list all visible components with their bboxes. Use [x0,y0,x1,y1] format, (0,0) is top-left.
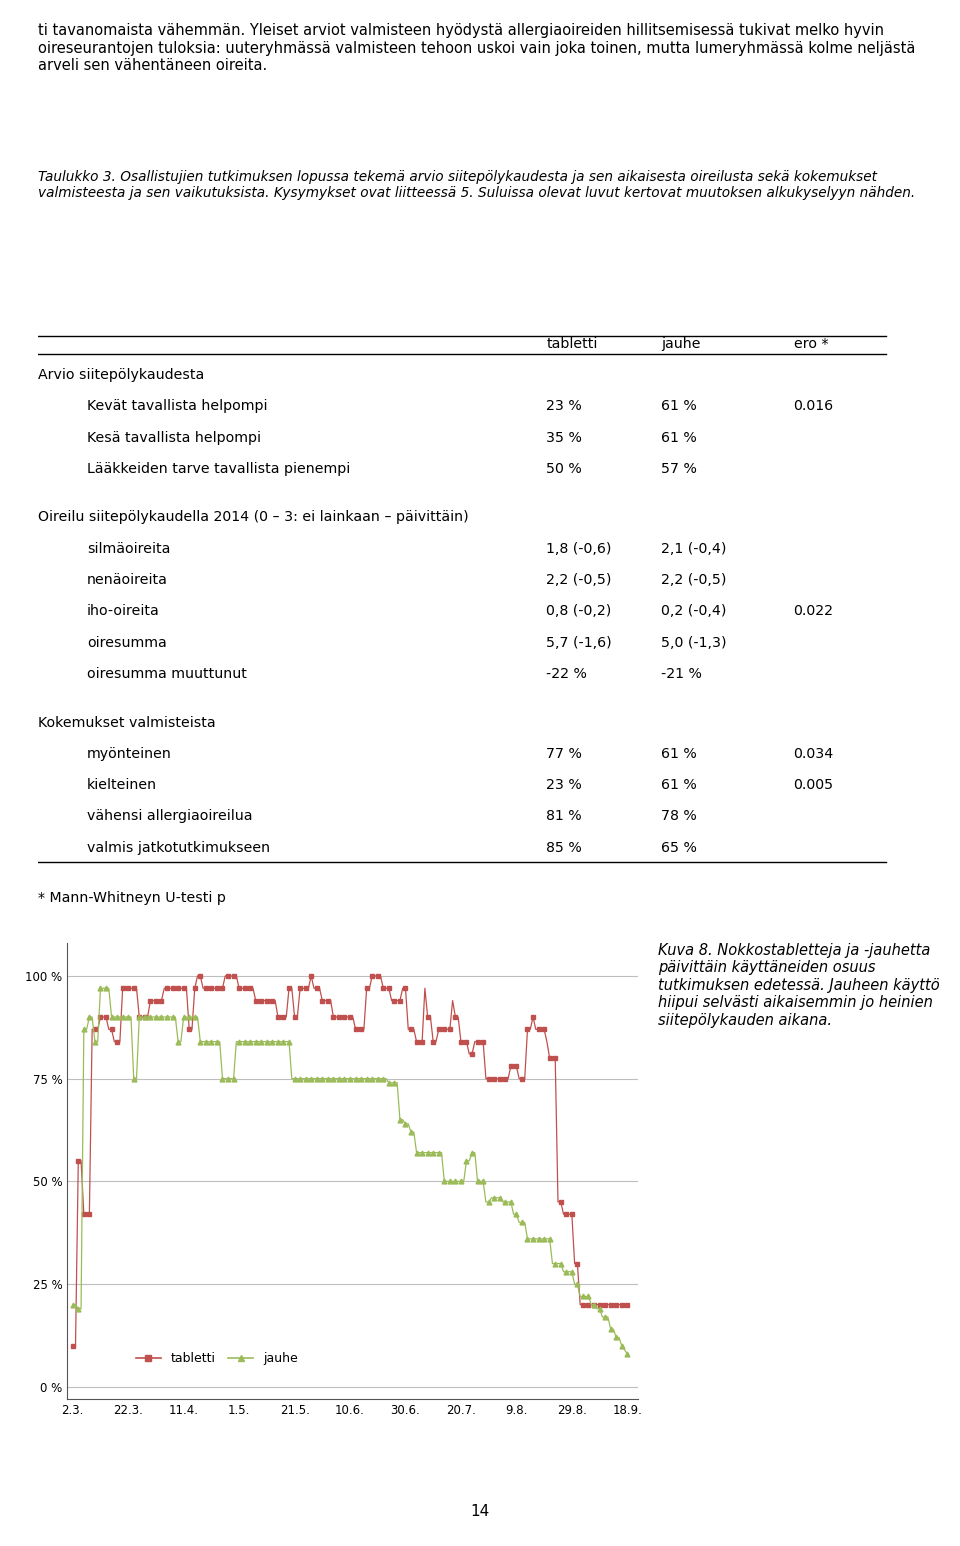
Text: 5,0 (-1,3): 5,0 (-1,3) [661,635,727,649]
Text: Kuva 8. Nokkostabletteja ja -jauhetta päivittäin käyttäneiden osuus tutkimuksen : Kuva 8. Nokkostabletteja ja -jauhetta pä… [658,943,939,1028]
Text: Kesä tavallista helpompi: Kesä tavallista helpompi [87,431,261,445]
Text: nenäoireita: nenäoireita [87,574,168,587]
Text: 61 %: 61 % [661,431,697,445]
Text: 0.022: 0.022 [794,604,833,618]
Text: 0.016: 0.016 [794,399,833,413]
Text: 0.034: 0.034 [794,747,834,761]
Text: -22 %: -22 % [546,666,588,682]
Text: 61 %: 61 % [661,399,697,413]
Text: oiresumma: oiresumma [87,635,167,649]
Text: 1,8 (-0,6): 1,8 (-0,6) [546,541,612,557]
Text: 35 %: 35 % [546,431,582,445]
Text: 78 %: 78 % [661,810,697,824]
Text: silmäoireita: silmäoireita [87,541,170,557]
Text: Arvio siitepölykaudesta: Arvio siitepölykaudesta [38,368,204,382]
Text: myönteinen: myönteinen [87,747,172,761]
Text: 81 %: 81 % [546,810,582,824]
Text: 50 %: 50 % [546,462,582,476]
Text: 0,8 (-0,2): 0,8 (-0,2) [546,604,612,618]
Text: 14: 14 [470,1504,490,1518]
Text: 5,7 (-1,6): 5,7 (-1,6) [546,635,612,649]
Text: 2,2 (-0,5): 2,2 (-0,5) [546,574,612,587]
Text: Oireilu siitepölykaudella 2014 (0 – 3: ei lainkaan – päivittäin): Oireilu siitepölykaudella 2014 (0 – 3: e… [38,510,469,524]
Text: 85 %: 85 % [546,841,582,855]
Text: 0,2 (-0,4): 0,2 (-0,4) [661,604,727,618]
Text: jauhe: jauhe [661,337,701,351]
Text: kielteinen: kielteinen [87,778,157,792]
Text: oiresumma muuttunut: oiresumma muuttunut [87,666,247,682]
Text: Kevät tavallista helpompi: Kevät tavallista helpompi [87,399,268,413]
Text: 61 %: 61 % [661,778,697,792]
Text: * Mann-Whitneyn U-testi p: * Mann-Whitneyn U-testi p [38,890,227,904]
Text: 65 %: 65 % [661,841,697,855]
Legend: tabletti, jauhe: tabletti, jauhe [131,1347,302,1370]
Text: 77 %: 77 % [546,747,582,761]
Text: Lääkkeiden tarve tavallista pienempi: Lääkkeiden tarve tavallista pienempi [87,462,350,476]
Text: valmis jatkotutkimukseen: valmis jatkotutkimukseen [87,841,270,855]
Text: 61 %: 61 % [661,747,697,761]
Text: ti tavanomaista vähemmän. Yleiset arviot valmisteen hyödystä allergiaoireiden hi: ti tavanomaista vähemmän. Yleiset arviot… [38,23,916,73]
Text: 57 %: 57 % [661,462,697,476]
Text: iho-oireita: iho-oireita [87,604,159,618]
Text: tabletti: tabletti [546,337,598,351]
Text: vähensi allergiaoireilua: vähensi allergiaoireilua [87,810,252,824]
Text: 2,1 (-0,4): 2,1 (-0,4) [661,541,727,557]
Text: 2,2 (-0,5): 2,2 (-0,5) [661,574,727,587]
Text: -21 %: -21 % [661,666,702,682]
Text: Kokemukset valmisteista: Kokemukset valmisteista [38,716,216,730]
Text: Taulukko 3. Osallistujien tutkimuksen lopussa tekemä arvio siitepölykaudesta ja : Taulukko 3. Osallistujien tutkimuksen lo… [38,170,916,201]
Text: 23 %: 23 % [546,778,582,792]
Text: ero *: ero * [794,337,828,351]
Text: 23 %: 23 % [546,399,582,413]
Text: 0.005: 0.005 [794,778,833,792]
